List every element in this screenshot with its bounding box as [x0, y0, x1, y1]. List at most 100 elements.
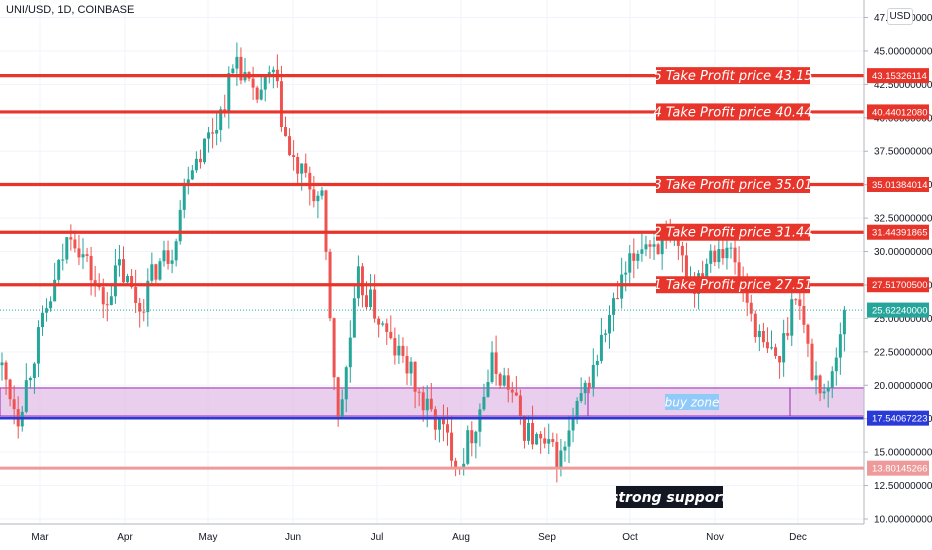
candle-body: [729, 247, 733, 249]
currency-badge[interactable]: USD: [887, 8, 913, 25]
candle-body: [490, 352, 494, 382]
take-profit-price-tag: 31.44391865: [872, 228, 927, 239]
y-tick-label: 12.50000000: [874, 481, 932, 492]
candle-body: [57, 259, 61, 280]
candle-body: [109, 296, 113, 306]
candle-body: [539, 433, 543, 439]
candle-body: [717, 249, 721, 263]
strong-support-label: strong support: [610, 490, 729, 506]
candle-body: [89, 255, 93, 281]
buy-zone-box: [0, 387, 867, 417]
y-tick-label: 15.00000000: [874, 448, 932, 459]
candle-body: [579, 393, 583, 401]
take-profit-price-tag: 40.44012080: [872, 107, 927, 118]
candle-body: [24, 380, 28, 412]
candle-body: [324, 190, 328, 252]
candle-body: [251, 78, 255, 88]
candle-body: [279, 81, 283, 127]
candle-body: [753, 313, 757, 338]
candle-body: [150, 264, 154, 281]
candle-body: [733, 247, 737, 263]
x-tick-label: Aug: [452, 532, 470, 543]
candle-body: [138, 302, 142, 312]
take-profit-price-tag: 43.15326114: [872, 71, 927, 82]
candle-body: [450, 432, 454, 461]
strong-support-price-tag: 13.80145266: [872, 464, 927, 475]
candle-body: [446, 424, 449, 433]
candle-body: [271, 69, 275, 73]
take-profit-banner-label: 2 Take Profit price 31.44: [653, 226, 812, 241]
candle-body: [182, 183, 186, 210]
candle-body: [288, 136, 292, 156]
candle-body: [296, 156, 300, 174]
candle-body: [389, 331, 393, 339]
candle-body: [636, 253, 640, 261]
take-profit-banner-label: 1 Take Profit price 27.51: [653, 278, 812, 293]
x-tick-label: Nov: [706, 532, 724, 543]
candle-body: [761, 330, 765, 343]
candle-body: [765, 342, 769, 349]
candle-body: [506, 375, 510, 390]
candle-body: [417, 391, 421, 393]
candle-body: [575, 400, 579, 420]
candle-body: [587, 382, 591, 388]
candle-body: [676, 238, 680, 246]
candle-body: [227, 73, 231, 112]
take-profit-banner-label: 3 Take Profit price 35.01: [653, 178, 812, 193]
y-tick-label: 37.50000000: [874, 147, 932, 158]
candle-body: [547, 439, 551, 444]
x-tick-label: Dec: [789, 532, 807, 543]
candle-body: [567, 430, 571, 447]
annotations: 5 Take Profit price 43.15 4 Take Profit p…: [610, 67, 813, 508]
candle-body: [725, 247, 729, 259]
take-profit-price-tag-box: [867, 68, 929, 84]
symbol-title[interactable]: UNI/USD, 1D, COINBASE: [6, 4, 135, 16]
candle-body: [644, 244, 648, 250]
candle-body: [826, 387, 830, 392]
candle-body: [551, 439, 555, 442]
candle-body: [518, 395, 522, 416]
strong-support-price-tag-box: [867, 460, 929, 476]
candle-body: [219, 109, 223, 130]
candle-body: [49, 301, 53, 309]
candle-body: [786, 333, 790, 336]
candle-body: [146, 280, 150, 313]
candle-body: [393, 338, 397, 356]
candle-body: [608, 314, 611, 334]
candle-body: [312, 189, 316, 202]
candle-body: [166, 250, 170, 264]
candle-body: [774, 347, 778, 357]
x-tick-label: Apr: [117, 532, 133, 543]
x-tick-label: Sep: [538, 532, 556, 543]
candle-body: [239, 56, 243, 81]
candle-body: [365, 295, 368, 308]
candle-body: [599, 334, 603, 361]
candle-body: [203, 138, 206, 163]
candle-body: [397, 345, 401, 356]
candle-body: [170, 260, 174, 264]
candle-body: [616, 298, 620, 300]
y-tick-label: 10.00000000: [874, 515, 932, 526]
candle-body: [194, 158, 198, 171]
candle-body: [231, 68, 235, 74]
candle-body: [510, 389, 514, 393]
last-price-tag: 25.62240000: [872, 306, 927, 317]
candle-body: [648, 244, 652, 247]
candle-body: [563, 446, 567, 451]
candle-body: [235, 56, 239, 69]
candle-body: [620, 274, 624, 299]
candle-body: [158, 261, 162, 280]
candle-body: [113, 265, 117, 297]
take-profit-price-tag: 27.51700500: [872, 280, 927, 291]
support-price-tag-box: [867, 410, 929, 426]
x-tick-label: Oct: [622, 532, 638, 543]
x-tick-label: May: [199, 532, 218, 543]
candle-body: [830, 371, 834, 388]
take-profit-banner: [656, 67, 810, 85]
x-tick-label: Mar: [31, 532, 49, 543]
candle-body: [474, 431, 478, 444]
buy-zone-label-box: [665, 393, 719, 410]
candle-body: [320, 190, 324, 196]
